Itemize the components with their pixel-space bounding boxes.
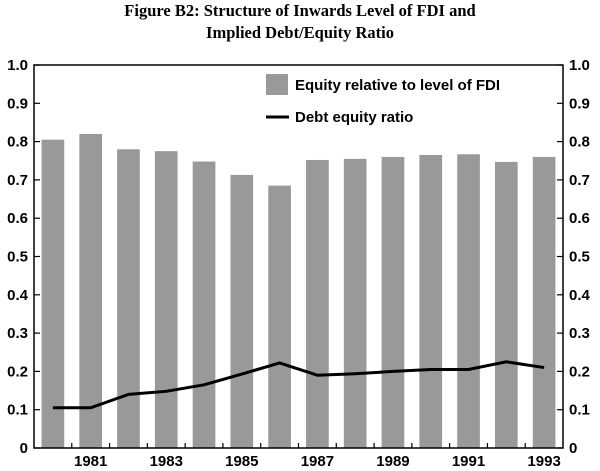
y-tick-right-label: 0.1 [569, 402, 590, 419]
legend-swatch-equity [266, 74, 288, 95]
chart-title: Figure B2: Structure of Inwards Level of… [0, 0, 600, 44]
x-tick-label: 1987 [301, 453, 334, 470]
y-tick-left-label: 1.0 [7, 57, 28, 74]
x-tick-label: 1989 [376, 453, 409, 470]
legend-label-equity: Equity relative to level of FDI [295, 77, 500, 94]
bar-1984 [192, 161, 216, 448]
y-tick-right-label: 0.8 [569, 134, 590, 151]
x-tick-label: 1985 [225, 453, 258, 470]
bar-1992 [494, 161, 518, 448]
bar-1987 [306, 159, 329, 449]
y-tick-left-label: 0.3 [7, 325, 28, 342]
x-tick-label: 1991 [452, 453, 485, 470]
chart-title-line-2: Implied Debt/Equity Ratio [206, 23, 394, 42]
x-axis: 1981 1983 1985 1987 1989 1991 1993 [71, 443, 561, 470]
bar-1990 [419, 155, 443, 448]
chart-title-line-1: Figure B2: Structure of Inwards Level of… [124, 1, 476, 20]
y-tick-left-label: 0.7 [7, 172, 28, 189]
bar-1981 [79, 133, 103, 448]
y-tick-left-label: 0.1 [7, 402, 28, 419]
bar-1980 [41, 139, 65, 448]
y-tick-left-label: 0.2 [7, 363, 28, 380]
x-tick-label: 1983 [150, 453, 183, 470]
right-axis: 0 0.1 0.2 0.3 0.4 0.5 0.6 0.7 0.8 0.9 1.0 [557, 57, 591, 457]
y-tick-right-label: 0.6 [569, 210, 590, 227]
bar-1993 [532, 156, 556, 449]
bar-1983 [154, 151, 178, 448]
y-tick-right-label: 0.2 [569, 363, 590, 380]
legend-label-debt-equity: Debt equity ratio [295, 109, 413, 126]
y-tick-right-label: 0.5 [569, 249, 590, 266]
y-tick-left-label: 0.8 [7, 134, 28, 151]
y-tick-left-label: 0.5 [7, 249, 28, 266]
y-tick-left-label: 0.9 [7, 95, 28, 112]
bar-1986 [268, 185, 291, 448]
y-tick-left-label: 0.4 [7, 287, 29, 304]
debt-equity-line [52, 360, 545, 410]
y-tick-right-label: 0.4 [569, 287, 591, 304]
y-tick-right-label: 0.9 [569, 95, 590, 112]
x-tick-label: 1981 [74, 453, 107, 470]
y-tick-right-label: 0.3 [569, 325, 590, 342]
left-axis: 0 0.1 0.2 0.3 0.4 0.5 0.6 0.7 0.8 0.9 1.0 [7, 57, 40, 457]
bar-1991 [457, 154, 480, 449]
bar-series [41, 133, 556, 449]
legend: Equity relative to level of FDI Debt equ… [266, 74, 500, 126]
bar-1989 [381, 156, 405, 449]
bar-1985 [230, 174, 254, 449]
bar-1988 [343, 158, 367, 448]
bar-1982 [117, 149, 140, 448]
y-tick-left-label: 0 [20, 440, 28, 457]
y-tick-right-label: 0.7 [569, 172, 590, 189]
y-tick-right-label: 0 [569, 440, 577, 457]
y-tick-left-label: 0.6 [7, 210, 28, 227]
y-tick-right-label: 1.0 [569, 57, 590, 74]
x-tick-label: 1993 [527, 453, 560, 470]
line-series [52, 360, 545, 410]
